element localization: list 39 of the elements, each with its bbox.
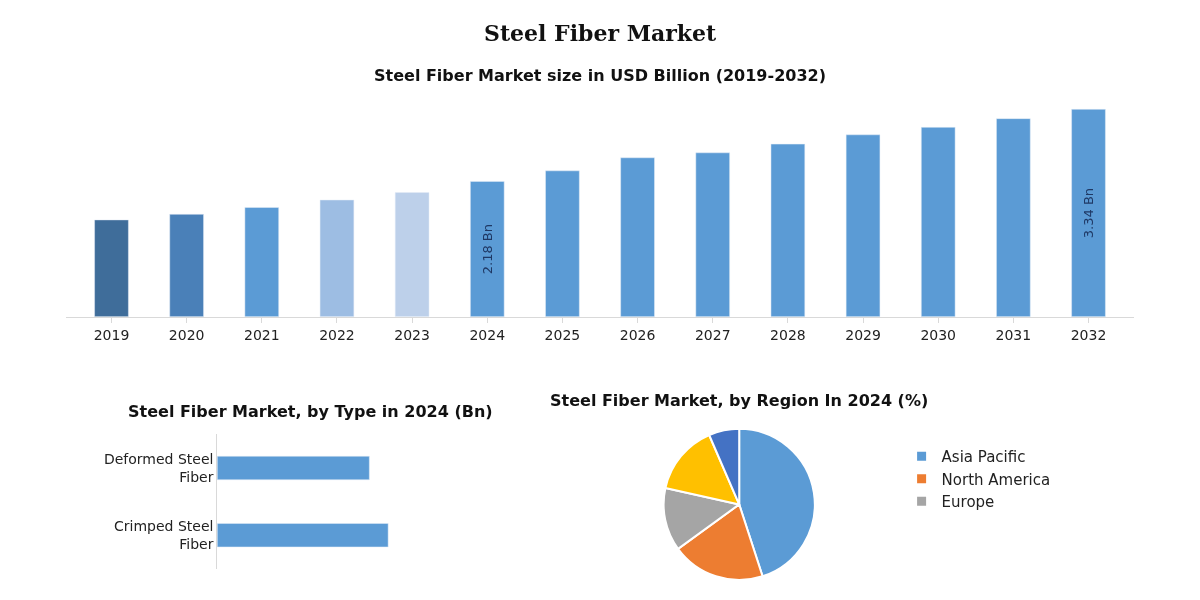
bar [545,170,580,317]
legend-label: Asia Pacific [941,448,1026,467]
x-tick-label: 2026 [619,326,656,343]
bar [1071,109,1106,317]
x-tick-label: 2024 [469,326,506,343]
bar [319,199,355,317]
x-tick-label: 2021 [243,326,280,343]
x-tick-label: 2030 [920,326,957,343]
x-tick-label: 2020 [168,326,205,343]
bar [620,157,655,317]
x-tick-label: 2031 [995,326,1032,343]
bar [394,192,430,317]
bar [94,219,129,317]
legend-label: North America [941,470,1051,489]
bar [845,134,881,317]
x-tick-label: 2019 [93,326,130,343]
x-tick-label: 2028 [770,326,806,343]
bar [770,143,806,317]
data-label: 2.18 Bn [479,223,495,275]
x-tick-label: 2025 [544,326,581,343]
chart-title: Steel Fiber Market, by Type in 2024 (Bn) [128,402,493,421]
bar [244,207,279,317]
legend-label: Europe [941,493,995,512]
bar [470,181,505,317]
y-tick-label: Crimped Steel Fiber [114,518,214,553]
data-label: 3.34 Bn [1081,187,1097,239]
x-tick-label: 2023 [394,326,430,343]
x-tick-label: 2032 [1070,326,1107,343]
chart-title: Steel Fiber Market, by Region In 2024 (%) [550,391,929,410]
bar [169,214,204,317]
chart-title: Steel Fiber Market [484,20,718,46]
y-tick-label: Deformed Steel Fiber [103,450,214,485]
x-tick-label: 2029 [845,326,881,343]
bar [695,152,730,317]
bar [921,127,956,317]
bar [996,118,1031,317]
chart-subtitle: Steel Fiber Market size in USD Billion (2019-2032) [374,66,826,85]
x-tick-label: 2022 [319,326,355,343]
x-tick-label: 2027 [694,326,731,343]
